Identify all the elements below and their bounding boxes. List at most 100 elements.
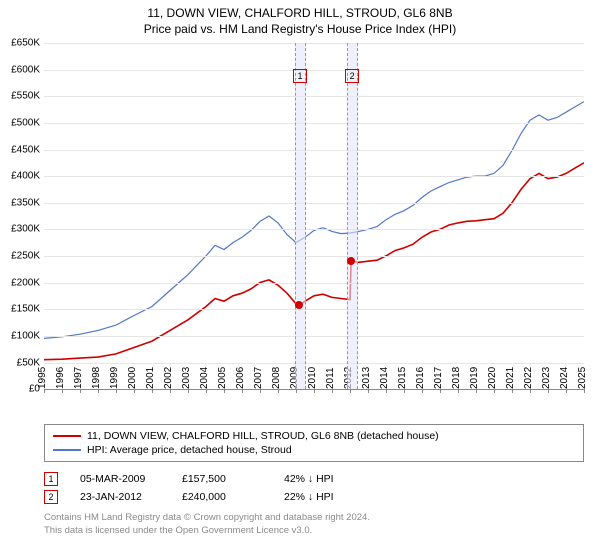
sale-marker-box: 1 (293, 69, 307, 83)
y-tick-label: £100K (11, 330, 44, 341)
x-tick-label: 2023 (537, 367, 552, 389)
sale-diff: 42% ↓ HPI (284, 473, 364, 485)
x-tick-mark (44, 389, 45, 393)
x-tick-mark (548, 389, 549, 393)
x-tick-label: 2000 (123, 367, 138, 389)
legend-label: HPI: Average price, detached house, Stro… (87, 444, 292, 456)
x-tick-mark (296, 389, 297, 393)
gridline (44, 123, 584, 124)
x-tick-mark (314, 389, 315, 393)
x-tick-label: 1995 (33, 367, 48, 389)
footer-line-2: This data is licensed under the Open Gov… (44, 525, 600, 537)
x-tick-mark (512, 389, 513, 393)
plot-area: £0£50K£100K£150K£200K£250K£300K£350K£400… (44, 43, 584, 389)
footer-attribution: Contains HM Land Registry data © Crown c… (44, 512, 600, 537)
x-tick-mark (566, 389, 567, 393)
x-tick-mark (458, 389, 459, 393)
x-tick-label: 2016 (411, 367, 426, 389)
series-hpi (44, 102, 584, 339)
x-tick-mark (206, 389, 207, 393)
sale-date: 23-JAN-2012 (80, 491, 160, 503)
gridline (44, 96, 584, 97)
x-tick-label: 2024 (555, 367, 570, 389)
x-tick-mark (152, 389, 153, 393)
x-tick-mark (422, 389, 423, 393)
title-line-1: 11, DOWN VIEW, CHALFORD HILL, STROUD, GL… (0, 6, 600, 22)
sale-point (295, 301, 303, 309)
sale-diff: 22% ↓ HPI (284, 491, 364, 503)
y-tick-label: £650K (11, 38, 44, 49)
x-tick-mark (80, 389, 81, 393)
x-tick-label: 2021 (501, 367, 516, 389)
x-tick-label: 2022 (519, 367, 534, 389)
legend: 11, DOWN VIEW, CHALFORD HILL, STROUD, GL… (44, 424, 584, 462)
x-tick-mark (404, 389, 405, 393)
gridline (44, 43, 584, 44)
y-tick-label: £550K (11, 91, 44, 102)
x-tick-label: 1999 (105, 367, 120, 389)
title-line-2: Price paid vs. HM Land Registry's House … (0, 22, 600, 38)
y-tick-label: £200K (11, 277, 44, 288)
sale-row: 105-MAR-2009£157,50042% ↓ HPI (44, 470, 600, 488)
x-tick-mark (476, 389, 477, 393)
x-tick-label: 2008 (267, 367, 282, 389)
legend-swatch (53, 435, 81, 437)
gridline (44, 70, 584, 71)
x-tick-mark (440, 389, 441, 393)
x-tick-mark (350, 389, 351, 393)
x-tick-label: 2003 (177, 367, 192, 389)
sale-band (347, 43, 358, 389)
sale-price: £157,500 (182, 473, 262, 485)
gridline (44, 256, 584, 257)
x-tick-mark (224, 389, 225, 393)
sale-row-marker: 1 (44, 472, 58, 486)
y-tick-label: £400K (11, 171, 44, 182)
x-tick-label: 2019 (465, 367, 480, 389)
y-tick-label: £600K (11, 64, 44, 75)
chart-title-block: 11, DOWN VIEW, CHALFORD HILL, STROUD, GL… (0, 0, 600, 37)
x-tick-label: 2002 (159, 367, 174, 389)
x-tick-label: 2011 (321, 368, 336, 390)
sale-row: 2 23-JAN-2012 £240,000 22% ↓ HPI (44, 488, 600, 506)
legend-item: HPI: Average price, detached house, Stro… (53, 443, 575, 457)
legend-label: 11, DOWN VIEW, CHALFORD HILL, STROUD, GL… (87, 430, 439, 442)
x-tick-label: 2025 (573, 367, 588, 389)
x-tick-mark (134, 389, 135, 393)
gridline (44, 203, 584, 204)
x-tick-mark (386, 389, 387, 393)
y-tick-label: £300K (11, 224, 44, 235)
x-tick-mark (584, 389, 585, 393)
x-tick-label: 2014 (375, 367, 390, 389)
x-tick-label: 2013 (357, 367, 372, 389)
x-tick-mark (98, 389, 99, 393)
x-tick-mark (116, 389, 117, 393)
sale-price: £240,000 (182, 491, 262, 503)
sale-marker-box: 2 (345, 69, 359, 83)
sale-row-marker: 2 (44, 490, 58, 504)
x-tick-mark (260, 389, 261, 393)
y-tick-label: £250K (11, 251, 44, 262)
x-tick-label: 1998 (87, 367, 102, 389)
x-tick-label: 1996 (51, 367, 66, 389)
x-tick-mark (278, 389, 279, 393)
x-tick-label: 2017 (429, 367, 444, 389)
gridline (44, 229, 584, 230)
footer-line-1: Contains HM Land Registry data © Crown c… (44, 512, 600, 524)
x-tick-label: 2004 (195, 367, 210, 389)
y-tick-label: £500K (11, 118, 44, 129)
x-tick-label: 2020 (483, 367, 498, 389)
x-tick-label: 2018 (447, 367, 462, 389)
y-tick-label: £350K (11, 197, 44, 208)
x-tick-mark (494, 389, 495, 393)
y-tick-label: £150K (11, 304, 44, 315)
x-tick-label: 1997 (69, 367, 84, 389)
legend-item: 11, DOWN VIEW, CHALFORD HILL, STROUD, GL… (53, 429, 575, 443)
gridline (44, 309, 584, 310)
x-tick-label: 2007 (249, 367, 264, 389)
x-tick-mark (332, 389, 333, 393)
chart-area: £0£50K£100K£150K£200K£250K£300K£350K£400… (44, 43, 584, 390)
line-svg (44, 43, 584, 389)
gridline (44, 283, 584, 284)
x-tick-label: 2005 (213, 367, 228, 389)
x-tick-mark (530, 389, 531, 393)
